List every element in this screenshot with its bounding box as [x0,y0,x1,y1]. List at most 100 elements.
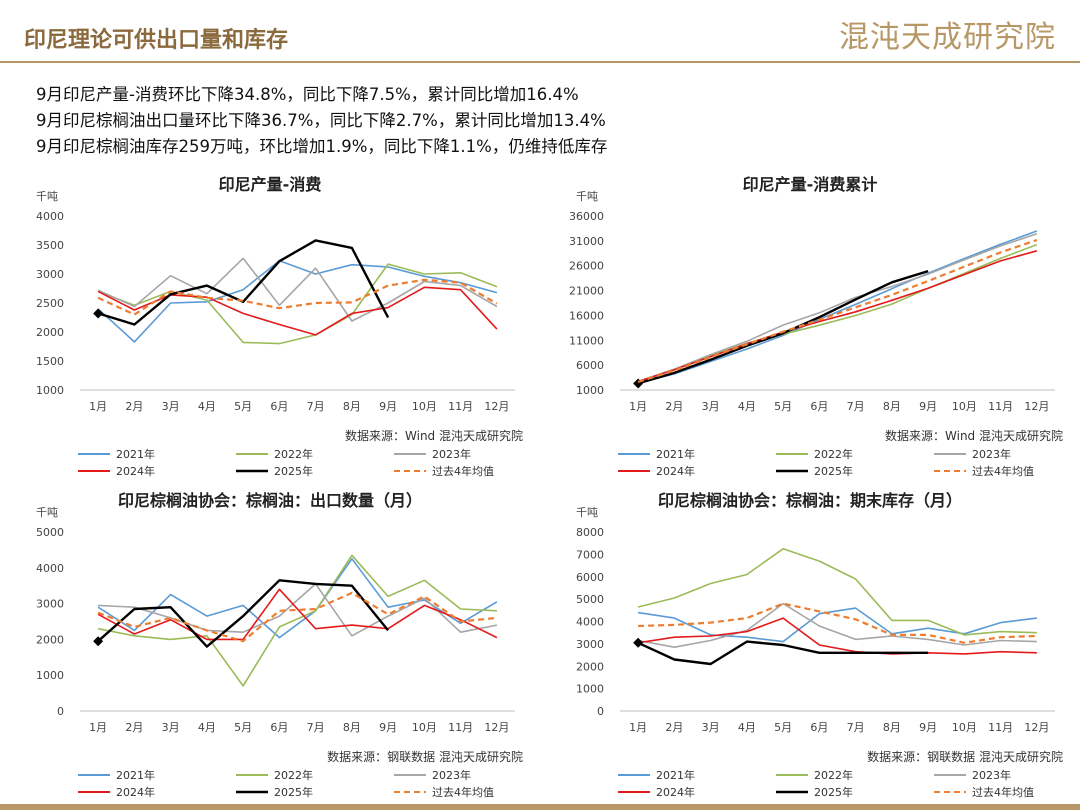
series-line-savg [638,602,1037,644]
y-tick-label: 1000 [36,669,64,682]
series-line-s2021 [637,607,1037,643]
legend-label: 过去4年均值 [432,785,494,799]
chart-monthly-exports: 印尼棕榈油协会：棕榈油：出口数量（月） 千吨 0 1000 2000 3000 4000 50… [0,484,540,800]
summary-line: 9月印尼棕榈油库存259万吨，环比增加1.9%，同比下降1.1%，仍维持低库存 [36,137,608,156]
x-tick-label: 2月 [125,400,143,413]
y-axis-unit: 千吨 [36,506,58,519]
series-line-savg [637,238,1038,383]
x-tick-label: 5月 [774,721,792,734]
series-line-s2024 [97,286,498,336]
chart-title: 印尼棕榈油协会：棕榈油：期末库存（月） [658,491,962,510]
x-tick-label: 4月 [198,400,216,413]
legend-label: 2022年 [814,768,853,782]
x-tick-label: 5月 [234,400,252,413]
y-tick-label: 4000 [576,616,604,629]
x-tick-label: 7月 [847,400,865,413]
series-line-s2024 [97,588,498,641]
legend-label: 2024年 [656,464,695,478]
series-line-s2025 [97,579,390,648]
series-line-s2024 [637,617,1037,655]
series-line-savg [97,591,498,643]
series-line-s2025 [637,640,929,666]
series-line-s2025 [637,269,929,385]
y-tick-label: 36000 [569,210,604,223]
series-line-s2021 [637,230,1038,384]
series-line-s2023 [97,257,498,322]
x-tick-label: 2月 [665,721,683,734]
x-tick-label: 6月 [270,400,288,413]
legend-label: 2024年 [656,785,695,799]
series-line-savg [97,278,498,316]
footer-bar [0,804,1080,810]
x-tick-label: 6月 [270,721,288,734]
x-tick-label: 1月 [89,400,107,413]
x-tick-label: 4月 [198,721,216,734]
legend-label: 2025年 [274,464,313,478]
y-tick-label: 16000 [569,309,604,322]
y-tick-label: 3000 [576,638,604,651]
brand-logo: 混沌天成研究院 [839,20,1056,55]
chart-svg: 印尼棕榈油协会：棕榈油：期末库存（月） 千吨 0 1000 2000 3000 4000 50… [576,491,1063,799]
x-tick-label: 8月 [883,400,901,413]
chart-svg: 印尼棕榈油协会：棕榈油：出口数量（月） 千吨 0 1000 2000 3000 4000 50… [36,491,523,799]
legend-label: 2022年 [274,768,313,782]
y-tick-label: 2000 [36,633,64,646]
x-tick-label: 1月 [89,721,107,734]
summary-line: 9月印尼棕榈油出口量环比下降36.7%，同比下降2.7%，累计同比增加13.4% [36,111,606,130]
y-tick-label: 0 [57,705,64,718]
x-tick-label: 6月 [810,721,828,734]
x-tick-label: 11月 [448,400,473,413]
y-tick-label: 7000 [576,548,604,561]
x-tick-label: 3月 [702,400,720,413]
x-tick-label: 7月 [307,721,325,734]
series-line-s2021 [97,558,498,639]
x-tick-label: 11月 [448,721,473,734]
data-source: 数据来源：Wind 混沌天成研究院 [345,428,523,443]
series-line-s2022 [97,263,498,345]
legend-label: 2022年 [274,447,313,461]
x-tick-label: 10月 [412,721,437,734]
x-tick-label: 5月 [234,721,252,734]
legend-label: 2021年 [656,447,695,461]
legend-label: 2021年 [116,447,155,461]
x-tick-label: 10月 [952,400,977,413]
data-source: 数据来源：Wind 混沌天成研究院 [885,428,1063,443]
x-tick-label: 2月 [665,400,683,413]
series-line-s2021 [97,259,498,343]
chart-cumulative-production-minus-consumption: 印尼产量-消费累计 千吨 1000 6000 11000 16000 21000 26000 3… [540,168,1080,478]
legend-label: 过去4年均值 [972,785,1034,799]
y-tick-label: 5000 [576,593,604,606]
legend-label: 2023年 [432,768,471,782]
legend-label: 过去4年均值 [432,464,494,478]
y-axis-unit: 千吨 [576,190,598,203]
x-tick-label: 10月 [412,400,437,413]
chart-ending-stocks: 印尼棕榈油协会：棕榈油：期末库存（月） 千吨 0 1000 2000 3000 4000 50… [540,484,1080,800]
page-title: 印尼理论可供出口量和库存 [24,28,289,53]
summary-line: 9月印尼产量-消费环比下降34.8%，同比下降7.5%，累计同比增加16.4% [36,85,579,104]
y-axis-unit: 千吨 [36,190,58,203]
chart-title: 印尼产量-消费 [219,175,322,194]
x-tick-label: 4月 [738,721,756,734]
series-start-marker [93,308,104,319]
y-tick-label: 3500 [36,239,64,252]
x-tick-label: 3月 [162,721,180,734]
y-tick-label: 1000 [576,384,604,397]
x-tick-label: 9月 [379,721,397,734]
x-tick-label: 9月 [379,400,397,413]
chart-title: 印尼产量-消费累计 [743,175,878,194]
legend-label: 2025年 [274,785,313,799]
x-tick-label: 9月 [919,721,937,734]
legend-label: 2023年 [972,768,1011,782]
y-tick-label: 26000 [569,260,604,273]
series-line-s2025 [97,239,390,326]
x-tick-label: 9月 [919,400,937,413]
summary: 9月印尼产量-消费环比下降34.8%，同比下降7.5%，累计同比增加16.4% … [36,82,607,160]
x-tick-label: 7月 [307,400,325,413]
x-tick-label: 7月 [847,721,865,734]
y-tick-label: 2500 [36,297,64,310]
legend-label: 2022年 [814,447,853,461]
legend-label: 2024年 [116,785,155,799]
series-line-s2022 [97,554,497,687]
y-tick-label: 31000 [569,235,604,248]
y-tick-label: 1000 [576,683,604,696]
